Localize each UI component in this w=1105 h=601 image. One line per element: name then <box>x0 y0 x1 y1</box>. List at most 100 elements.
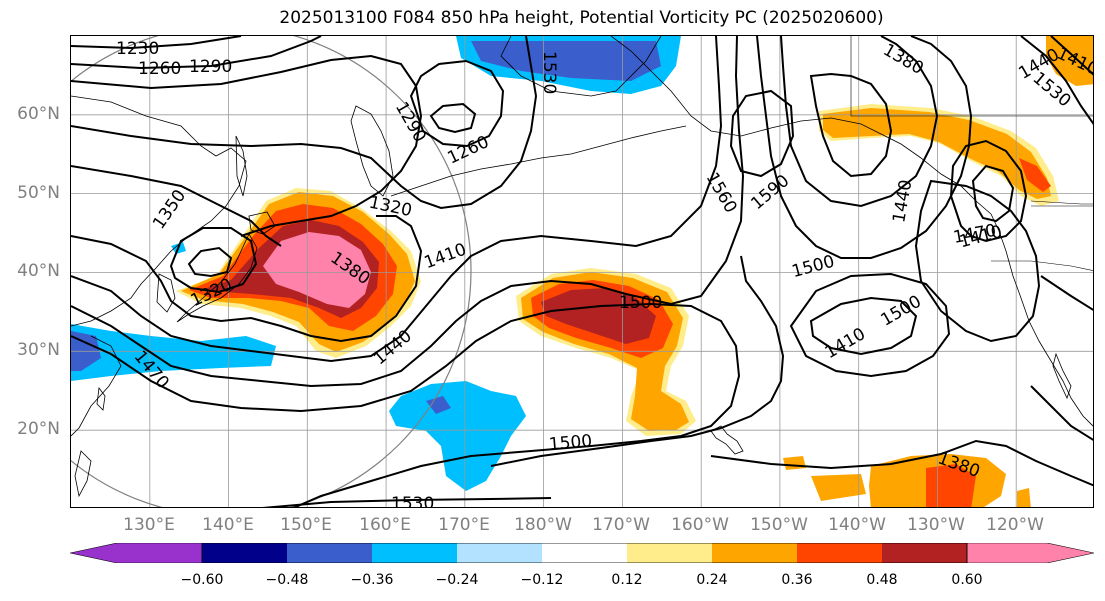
contour-1500-n <box>756 36 973 259</box>
contour-label: 1290 <box>391 98 430 145</box>
lon-label: 160°E <box>359 515 411 535</box>
contour-label: 1500 <box>548 431 593 455</box>
contour-1530-n <box>780 36 939 208</box>
pv-ne-strip-orange <box>823 108 1051 199</box>
contour-1470-e <box>914 179 1041 343</box>
contour-1500-c <box>293 302 741 507</box>
pv-se-small <box>811 474 866 501</box>
colorbar-label: −0.36 <box>350 572 394 588</box>
contour-1410-ne <box>949 139 1028 243</box>
lon-label: 130°W <box>907 515 965 535</box>
contour-1290-low <box>409 59 505 148</box>
contour-label: 1560 <box>702 169 741 216</box>
contour-low-1320 <box>187 246 233 278</box>
aleutians <box>390 125 687 197</box>
map-canvas: 1230 1260 1290 1260 1290 1320 1350 1320 … <box>71 36 1093 507</box>
range-circle <box>71 36 472 507</box>
pv-blue-north-core <box>471 41 661 81</box>
contour-1380 <box>71 215 423 343</box>
colorbar-label: −0.24 <box>435 572 479 588</box>
colorbar-segment <box>966 543 1094 563</box>
contour-label: 1230 <box>116 39 159 59</box>
chart-title: 2025013100 F084 850 hPa height, Potentia… <box>279 8 884 28</box>
pv-ne-corner <box>1046 36 1093 86</box>
colorbar-segment <box>712 543 797 563</box>
contour-label: 1500 <box>790 252 837 283</box>
contour-1410 <box>71 36 723 363</box>
contour-1590 <box>729 89 795 178</box>
colorbar-label: 0.24 <box>696 572 728 588</box>
contour-1350 <box>71 165 282 247</box>
lat-label: 20°N <box>17 419 60 439</box>
colorbar-segment <box>202 543 287 563</box>
contour-1500-se <box>710 439 1093 487</box>
contour-1410-nne <box>1050 36 1093 76</box>
contour-label: 1410 <box>422 240 469 274</box>
contour-1260-low <box>429 102 477 134</box>
contour-label: 1500 <box>877 292 924 331</box>
taiwan <box>96 386 106 411</box>
colorbar-segment <box>372 543 457 563</box>
lat-label: 60°N <box>17 104 60 124</box>
lon-label: 160°W <box>671 515 729 535</box>
philippines <box>74 450 92 498</box>
colorbar-label: −0.48 <box>265 572 309 588</box>
pv-blue-central <box>389 381 526 491</box>
contour-label: 1260 <box>445 132 493 168</box>
colorbar-label: −0.12 <box>520 572 564 588</box>
contour-label: 1440 <box>889 178 916 224</box>
pv-blue-central-core <box>426 396 451 414</box>
contour-1500-s <box>262 497 552 507</box>
hawaii <box>710 425 744 455</box>
bering-coast <box>500 36 662 97</box>
graticule <box>71 36 1093 507</box>
lon-label: 170°W <box>592 515 650 535</box>
lat-label: 50°N <box>17 183 60 203</box>
map-panel[interactable]: 1230 1260 1290 1260 1290 1320 1350 1320 … <box>70 35 1094 508</box>
lon-label: 120°W <box>986 515 1044 535</box>
pv-negative-shading <box>71 36 681 491</box>
contour-1290-nw <box>71 54 423 237</box>
contour-label: 1320 <box>367 193 413 222</box>
contour-1470 <box>71 310 552 413</box>
colorbar-segment <box>542 543 627 563</box>
colorbar-segment <box>457 543 542 563</box>
contour-label: 1410 <box>822 324 869 363</box>
na-coast <box>990 213 1093 427</box>
contour-1260-nw <box>71 36 322 70</box>
contour-1230 <box>71 36 242 50</box>
colorbar-segment <box>627 543 712 563</box>
colorbar-segment <box>797 543 882 563</box>
lon-label: 150°W <box>750 515 808 535</box>
lon-label: 150°E <box>280 515 332 535</box>
contour-1440-e <box>789 272 951 378</box>
lon-label: 170°E <box>438 515 490 535</box>
china-coast <box>71 335 122 437</box>
colorbar-label: 0.60 <box>951 572 983 588</box>
contour-label: 1350 <box>149 186 190 233</box>
colorbar-segment <box>70 543 203 563</box>
height-contours <box>71 36 1093 507</box>
korea <box>156 273 176 313</box>
lat-label: 30°N <box>17 340 60 360</box>
pv-positive-shading <box>176 36 1093 507</box>
sakhalin <box>235 135 248 197</box>
contour-1530-c <box>490 255 785 467</box>
pv-central-brick <box>541 288 656 344</box>
colorbar <box>70 543 1094 563</box>
kamchatka <box>350 105 394 197</box>
contour-1410-e <box>809 296 918 356</box>
contour-label: 1260 <box>138 59 181 79</box>
pv-blue-west <box>71 324 276 381</box>
colorbar-label: 0.12 <box>611 572 643 588</box>
contour-1320 <box>71 36 538 210</box>
contour-1560 <box>809 72 893 178</box>
pv-jet-west-pink <box>263 232 371 308</box>
lon-label: 130°E <box>123 515 175 535</box>
pv-small-2 <box>1017 488 1031 507</box>
pv-ne-red <box>1019 158 1051 192</box>
contour-se-2 <box>1030 385 1093 441</box>
contour-1440 <box>71 36 745 388</box>
contour-label: 1530 <box>539 51 559 94</box>
contour-1440-ne <box>1020 36 1093 125</box>
